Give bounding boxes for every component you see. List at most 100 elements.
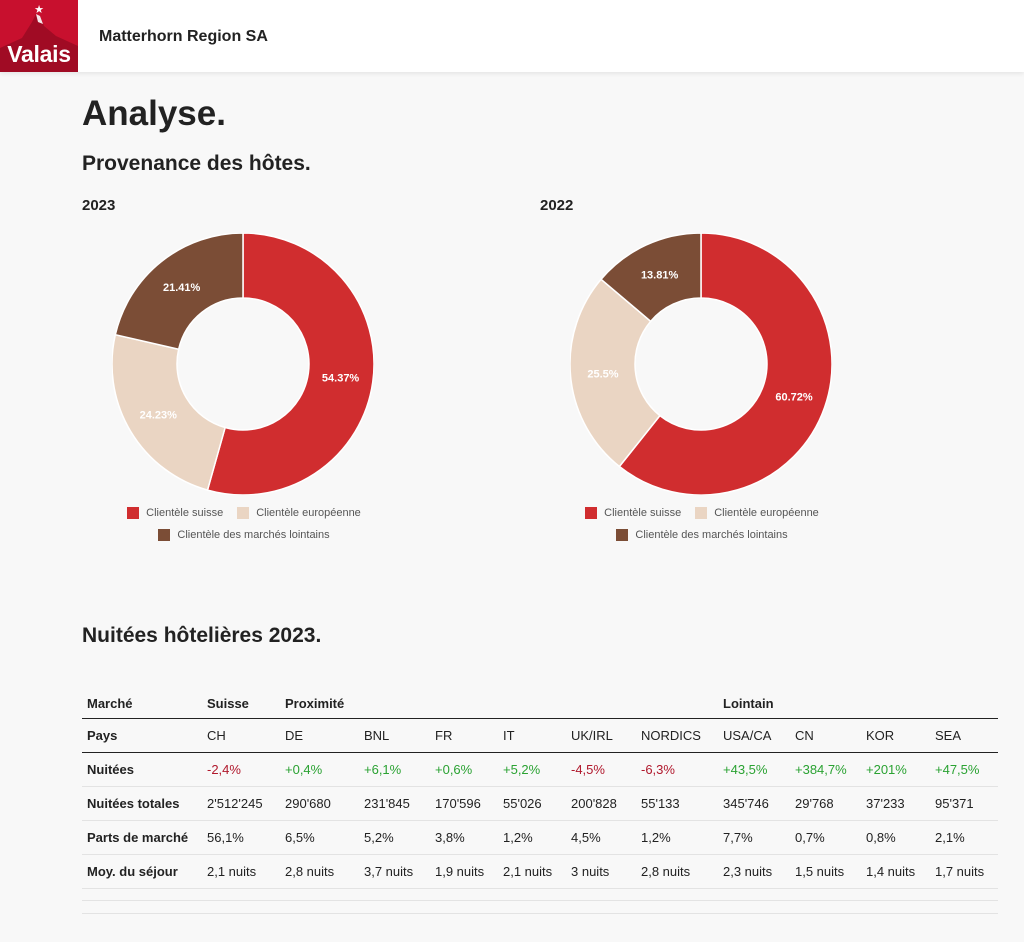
legend-swatch	[158, 529, 171, 541]
countries-header: Pays	[82, 718, 202, 753]
country-cell: IT	[498, 718, 566, 753]
slice-value-label: 13.81%	[641, 270, 679, 282]
table-cell: +0,4%	[280, 752, 359, 787]
table-cell: 2,8 nuits	[280, 854, 359, 889]
table-cell: 1,9 nuits	[430, 854, 498, 889]
table-row: Parts de marché 56,1% 6,5% 5,2% 3,8% 1,2% 4,5%…	[82, 820, 998, 855]
table-cell: 170'596	[430, 786, 498, 821]
table-cell: 2,1%	[930, 820, 998, 855]
legend-swatch	[127, 507, 140, 519]
nights-table: Marché Suisse Proximité Lointain Pays CH…	[82, 688, 998, 889]
group-proximite: Proximité	[280, 688, 718, 719]
table-cell: 1,2%	[498, 820, 566, 855]
table-cell: 29'768	[790, 786, 861, 821]
page-title: Analyse.	[82, 94, 226, 133]
chart-year-2023: 2023	[82, 197, 116, 214]
chart-legend-2022: Clientèle suisse Clientèle européenne Cl…	[552, 507, 852, 551]
country-cell: CH	[202, 718, 280, 753]
organization-name: Matterhorn Region SA	[99, 28, 268, 45]
donut-slice-distant[interactable]	[114, 233, 244, 351]
table-cell: 3,8%	[430, 820, 498, 855]
table-cell: 2,8 nuits	[636, 854, 718, 889]
group-lointain: Lointain	[718, 688, 998, 719]
table-row: Moy. du séjour 2,1 nuits 2,8 nuits 3,7 nuit…	[82, 854, 998, 889]
legend-swatch	[237, 507, 250, 519]
legend-item-swiss[interactable]: Clientèle suisse	[127, 507, 223, 519]
table-cell: -4,5%	[566, 752, 636, 787]
matterhorn-icon: ★	[0, 3, 78, 72]
table-divider	[82, 913, 998, 914]
table-row: Nuitées -2,4% +0,4% +6,1% +0,6% +5,2% -4,5% -6,…	[82, 752, 998, 787]
table-cell: 6,5%	[280, 820, 359, 855]
country-cell: CN	[790, 718, 861, 753]
slice-value-label: 60.72%	[775, 391, 813, 403]
legend-label: Clientèle suisse	[604, 507, 682, 519]
legend-label: Clientèle européenne	[714, 507, 819, 519]
legend-label: Clientèle européenne	[256, 507, 361, 519]
row-label: Moy. du séjour	[82, 854, 202, 889]
section-title-provenance: Provenance des hôtes.	[82, 152, 311, 175]
table-divider	[82, 900, 998, 901]
table-cell: 231'845	[359, 786, 430, 821]
slice-value-label: 24.23%	[140, 409, 178, 421]
legend-item-european[interactable]: Clientèle européenne	[237, 507, 361, 519]
logo-text: Valais	[7, 41, 71, 67]
table-cell: 5,2%	[359, 820, 430, 855]
table-cell: 3,7 nuits	[359, 854, 430, 889]
table-row: Nuitées totales 2'512'245 290'680 231'845 17…	[82, 786, 998, 821]
table-cell: 290'680	[280, 786, 359, 821]
slice-value-label: 21.41%	[163, 282, 201, 294]
row-label: Nuitées totales	[82, 786, 202, 821]
legend-item-distant[interactable]: Clientèle des marchés lointains	[616, 529, 788, 541]
table-cell: 1,4 nuits	[861, 854, 930, 889]
table-cell: +384,7%	[790, 752, 861, 787]
table-cell: 37'233	[861, 786, 930, 821]
table-cell: 55'026	[498, 786, 566, 821]
table-cell: -2,4%	[202, 752, 280, 787]
table-cell: 3 nuits	[566, 854, 636, 889]
table-cell: +201%	[861, 752, 930, 787]
country-row: Pays CH DE BNL FR IT UK/IRL NORDICS USA/CA CN KOR…	[82, 718, 998, 753]
donut-chart-2022: 60.72% 25.5% 13.81%	[570, 233, 832, 495]
slice-value-label: 54.37%	[322, 372, 360, 384]
legend-item-european[interactable]: Clientèle européenne	[695, 507, 819, 519]
table-cell: 1,2%	[636, 820, 718, 855]
market-group-row: Marché Suisse Proximité Lointain	[82, 688, 998, 719]
svg-text:★: ★	[34, 3, 44, 16]
table-cell: 95'371	[930, 786, 998, 821]
legend-item-distant[interactable]: Clientèle des marchés lointains	[158, 529, 330, 541]
table-cell: 200'828	[566, 786, 636, 821]
donut-slice-swiss[interactable]	[618, 233, 832, 495]
table-cell: 56,1%	[202, 820, 280, 855]
legend-swatch	[585, 507, 598, 519]
table-cell: 2'512'245	[202, 786, 280, 821]
table-cell: 0,7%	[790, 820, 861, 855]
table-cell: 1,7 nuits	[930, 854, 998, 889]
country-cell: SEA	[930, 718, 998, 753]
chart-legend-2023: Clientèle suisse Clientèle européenne Cl…	[94, 507, 394, 551]
donut-slice-distant[interactable]	[600, 233, 702, 323]
slice-value-label: 25.5%	[587, 369, 618, 381]
table-cell: 2,3 nuits	[718, 854, 790, 889]
table-cell: 55'133	[636, 786, 718, 821]
legend-item-swiss[interactable]: Clientèle suisse	[585, 507, 681, 519]
donut-slice-swiss[interactable]	[206, 233, 374, 495]
donut-chart-2023: 54.37% 24.23% 21.41%	[112, 233, 374, 495]
legend-swatch	[616, 529, 629, 541]
table-cell: 1,5 nuits	[790, 854, 861, 889]
table-cell: +43,5%	[718, 752, 790, 787]
row-label: Parts de marché	[82, 820, 202, 855]
section-title-nuitees: Nuitées hôtelières 2023.	[82, 624, 322, 647]
legend-label: Clientèle des marchés lointains	[635, 529, 788, 541]
table-cell: 2,1 nuits	[498, 854, 566, 889]
country-cell: NORDICS	[636, 718, 718, 753]
table-cell: +0,6%	[430, 752, 498, 787]
donut-slice-european[interactable]	[570, 278, 661, 468]
valais-logo[interactable]: ★ Valais	[0, 0, 78, 72]
country-cell: KOR	[861, 718, 930, 753]
country-cell: DE	[280, 718, 359, 753]
donut-slice-european[interactable]	[112, 333, 227, 492]
row-label: Nuitées	[82, 752, 202, 787]
table-cell: +5,2%	[498, 752, 566, 787]
top-bar: ★ Valais Matterhorn Region SA	[0, 0, 1024, 72]
